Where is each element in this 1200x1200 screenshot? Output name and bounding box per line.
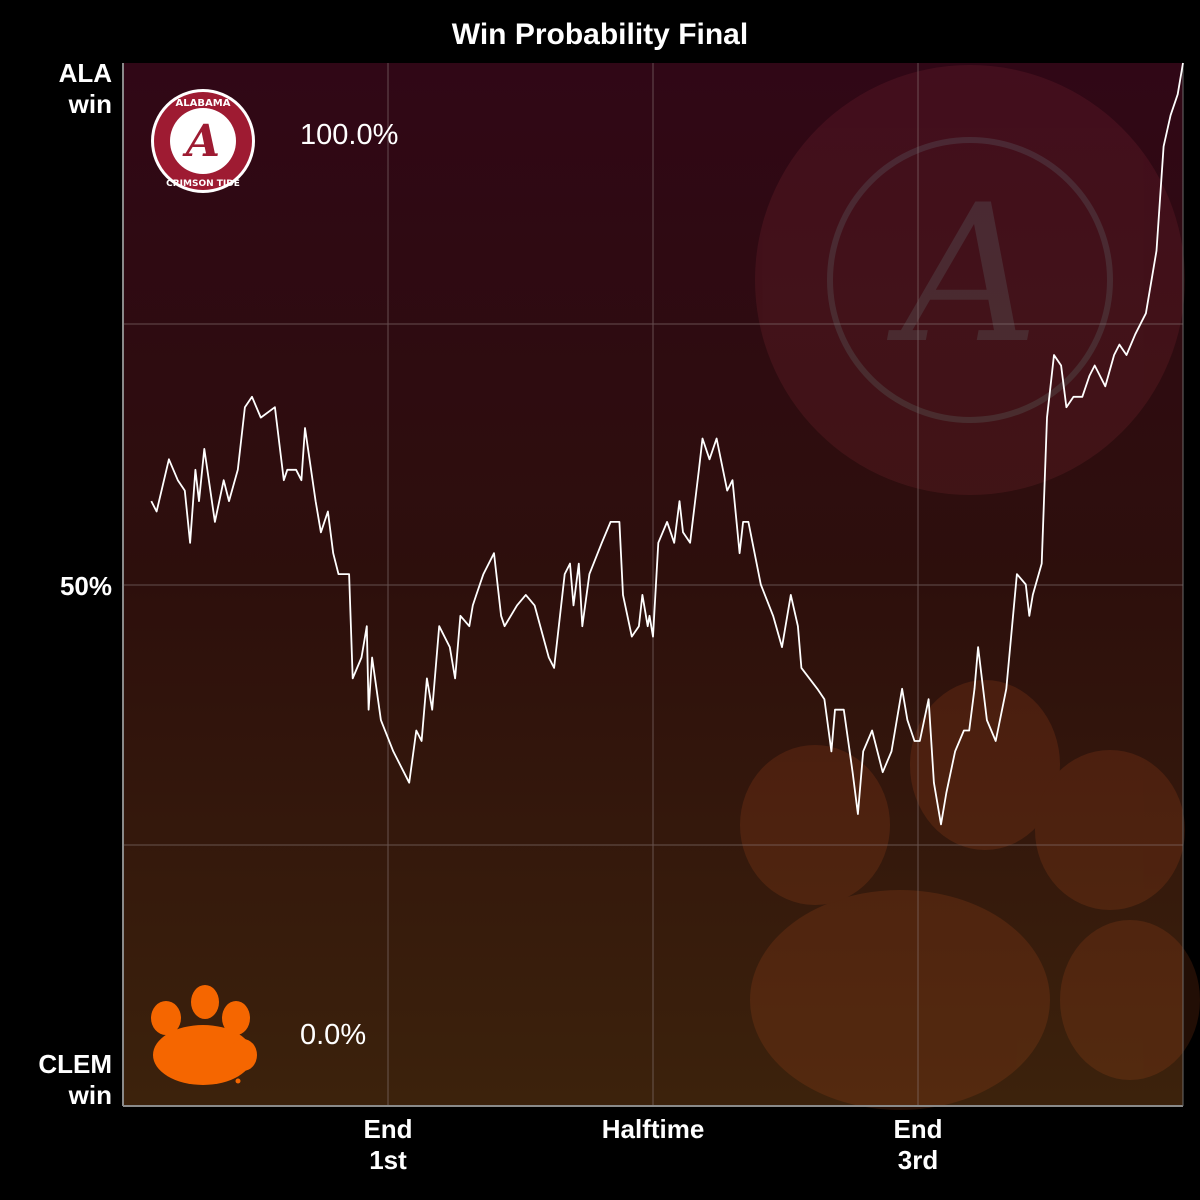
series-line-win-probability <box>150 62 1184 826</box>
x-tick-label-end-3rd: End 3rd <box>893 1114 943 1175</box>
alabama-logo-icon: A ALABAMA CRIMSON TIDE <box>151 89 255 193</box>
svg-text:ALABAMA: ALABAMA <box>176 98 231 109</box>
y-label-mid: 50% <box>59 571 112 601</box>
chart-title: Win Probability Final <box>451 18 749 51</box>
x-tick-label-halftime: Halftime <box>601 1114 705 1144</box>
y-label-bottom: CLEM win <box>38 1049 112 1110</box>
clemson-paw-logo-icon <box>151 985 257 1085</box>
svg-text:CRIMSON TIDE: CRIMSON TIDE <box>166 179 240 189</box>
alabama-watermark-icon: A <box>755 65 1185 495</box>
grid-lines <box>123 63 1183 1106</box>
clemson-win-percent: 0.0% <box>300 1019 367 1051</box>
alabama-win-percent: 100.0% <box>300 119 399 151</box>
y-label-top: ALA win <box>58 58 112 119</box>
svg-text:A: A <box>182 116 220 167</box>
clemson-paw-watermark-icon <box>740 680 1200 1110</box>
svg-text:A: A <box>886 164 1038 385</box>
x-tick-label-end-1st: End 1st <box>363 1114 413 1175</box>
